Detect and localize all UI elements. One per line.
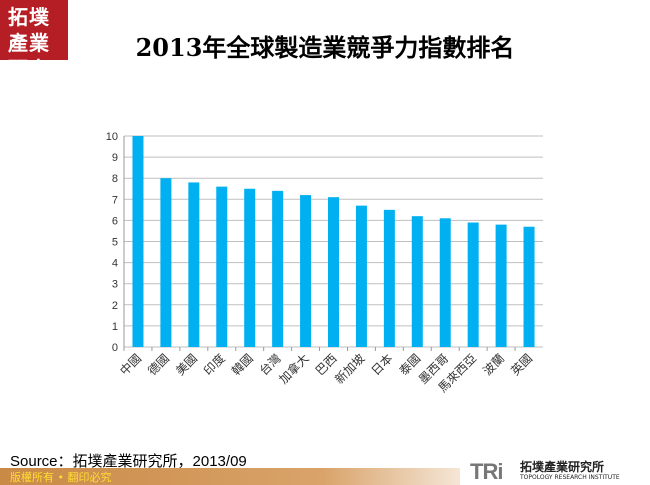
y-tick-label: 8 [112,173,118,185]
bar [495,224,507,347]
y-tick-label: 0 [112,342,118,354]
bar [439,218,451,347]
y-tick-label: 5 [112,237,118,249]
x-tick-label: 英國 [508,351,535,378]
x-tick-label: 波蘭 [480,351,507,378]
tri-logo: TRi [470,459,503,484]
x-tick-label: 新加坡 [331,351,367,387]
bar [523,226,535,347]
page-title: 2013年全球製造業競爭力指數排名 [135,33,515,62]
bar [300,195,312,347]
copyright: 版權所有 • 翻印必究 [10,471,112,484]
bar [328,197,339,347]
x-tick-label: 韓國 [229,351,256,378]
x-tick-label: 日本 [369,351,396,378]
logo: 拓墣產業研究 [0,0,68,81]
bar [216,186,228,347]
y-tick-label: 7 [112,194,118,206]
brand-name: 拓墣產業研究所 [520,460,605,474]
x-tick-label: 美國 [173,351,200,378]
bar [411,216,423,347]
bar [132,136,144,347]
x-tick-label: 印度 [200,351,228,379]
footer-bar [0,468,460,485]
bar [272,190,284,347]
y-tick-label: 1 [112,321,118,333]
y-tick-label: 2 [112,300,118,312]
bar [188,182,200,347]
y-tick-label: 4 [112,258,118,270]
y-tick-label: 3 [112,279,118,291]
x-tick-label: 中國 [116,351,144,379]
y-tick-label: 9 [112,152,118,164]
y-tick-label: 10 [106,131,118,143]
x-tick-label: 德國 [144,351,172,379]
bar [355,205,367,347]
bar [467,222,479,347]
brand-english: TOPOLOGY RESEARCH INSTITUTE [520,474,620,481]
x-tick-label: 加拿大 [276,351,312,387]
bar [160,178,172,347]
source-note: Source：拓墣產業研究所，2013/09 [10,453,247,470]
bar [383,209,395,347]
y-tick-label: 6 [112,215,118,227]
bar [244,188,256,347]
